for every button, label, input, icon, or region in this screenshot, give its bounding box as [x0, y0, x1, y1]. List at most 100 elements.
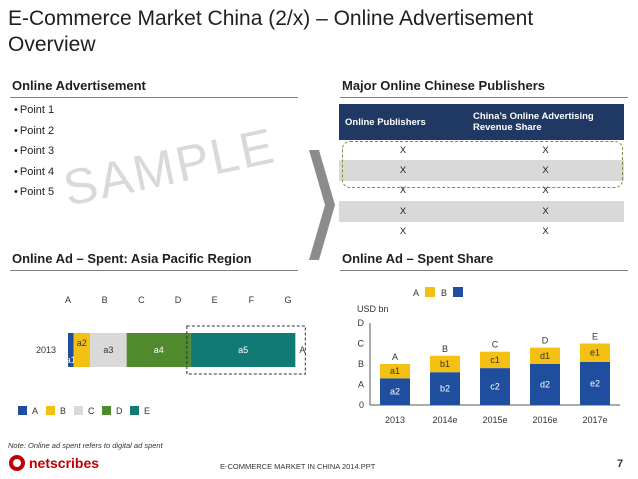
y-tick-label: B	[358, 359, 364, 369]
x-tick-label: 2017e	[582, 415, 607, 425]
x-tick-label: D	[175, 295, 182, 305]
bullet-item: Point 2	[14, 125, 54, 146]
end-label: A	[299, 345, 305, 355]
data-label: a3	[103, 345, 113, 355]
legend-swatch	[130, 406, 139, 415]
divider	[340, 270, 628, 271]
table-cell: X	[467, 140, 624, 161]
table-cell: X	[339, 160, 467, 181]
stacked-bar	[430, 372, 460, 405]
highlight-box	[342, 141, 623, 188]
data-label: a2	[390, 387, 400, 397]
x-tick-label: C	[138, 295, 145, 305]
footer-text: E-COMMERCE MARKET IN CHINA 2014.PPT	[220, 462, 376, 471]
legend-label: C	[88, 406, 95, 416]
data-label: d1	[540, 351, 550, 361]
table-cell: X	[467, 221, 624, 242]
data-label: b1	[440, 359, 450, 369]
bar-segment	[190, 333, 296, 367]
column-header: China’s Online Advertising Revenue Share	[467, 104, 624, 140]
stacked-bar	[380, 378, 410, 405]
bullet-item: Point 5	[14, 186, 54, 207]
total-label: E	[592, 332, 598, 342]
data-label: a4	[154, 345, 164, 355]
legend-label: B	[60, 406, 66, 416]
divider	[10, 270, 298, 271]
data-label: a5	[238, 345, 248, 355]
bullet-list: Point 1 Point 2 Point 3 Point 4 Point 5	[14, 104, 54, 207]
data-label: e1	[590, 348, 600, 358]
divider	[10, 97, 298, 98]
x-tick-label: A	[65, 295, 71, 305]
column-header: Online Publishers	[339, 104, 467, 140]
table-cell: X	[339, 221, 467, 242]
x-tick-label: G	[284, 295, 291, 305]
data-label: a2	[77, 338, 87, 348]
y-tick-label: C	[358, 339, 365, 349]
data-label: d2	[540, 380, 550, 390]
page-number: 7	[617, 458, 624, 470]
x-tick-label: 2013	[385, 415, 405, 425]
table-cell: X	[467, 160, 624, 181]
logo-icon	[9, 455, 25, 471]
stacked-bar	[530, 364, 560, 405]
logo-text: netscribes	[29, 455, 100, 471]
x-tick-label: 2015e	[482, 415, 507, 425]
section-heading-publishers: Major Online Chinese Publishers	[342, 78, 545, 93]
publishers-table: Online Publishers China’s Online Adverti…	[339, 104, 624, 242]
legend-swatch	[425, 287, 435, 297]
chevron-arrow-icon	[309, 150, 335, 260]
sample-watermark: SAMPLE	[58, 117, 281, 217]
y-tick-label: D	[358, 318, 365, 328]
table-cell: X	[467, 180, 624, 202]
netscribes-logo: netscribes	[8, 454, 99, 472]
stacked-bar	[530, 347, 560, 364]
table-cell: X	[467, 201, 624, 222]
bar-segment	[90, 333, 127, 367]
bar-segment	[68, 333, 74, 367]
table-cell: X	[339, 140, 467, 161]
section-heading-spent-region: Online Ad – Spent: Asia Pacific Region	[12, 251, 252, 266]
page-title: E-Commerce Market China (2/x) – Online A…	[8, 7, 534, 56]
highlight-box	[186, 325, 306, 375]
section-heading-spent-share: Online Ad – Spent Share	[342, 251, 494, 266]
y-tick-label: A	[358, 380, 364, 390]
y-axis-label: USD bn	[357, 304, 389, 314]
legend-label: E	[144, 406, 150, 416]
legend-swatch	[18, 406, 27, 415]
section-heading-online-ad: Online Advertisement	[12, 78, 146, 93]
x-tick-label: E	[212, 295, 218, 305]
stacked-bar	[580, 343, 610, 362]
legend-swatch	[453, 287, 463, 297]
legend-swatch	[74, 406, 83, 415]
bar-segment	[73, 333, 90, 367]
stacked-bar	[480, 368, 510, 405]
legend-swatch	[46, 406, 55, 415]
total-label: A	[392, 352, 398, 362]
total-label: D	[542, 336, 549, 346]
total-label: B	[442, 344, 448, 354]
total-label: C	[492, 340, 499, 350]
stacked-bar	[480, 351, 510, 369]
data-label: c1	[490, 355, 500, 365]
legend-label: A	[32, 406, 38, 416]
x-tick-label: F	[249, 295, 255, 305]
bullet-item: Point 3	[14, 145, 54, 166]
x-tick-label: B	[102, 295, 108, 305]
x-tick-label: 2016e	[532, 415, 557, 425]
y-tick-label: 0	[359, 400, 364, 410]
x-tick-label: 2014e	[432, 415, 457, 425]
data-label: a1	[390, 366, 400, 376]
stacked-bar	[430, 355, 460, 373]
footnote: Note: Online ad spent refers to digital …	[8, 441, 163, 450]
data-label: e2	[590, 378, 600, 388]
stacked-bar	[380, 364, 410, 379]
data-label: a1	[66, 355, 76, 365]
legend-label: B	[441, 288, 447, 298]
bullet-item: Point 4	[14, 166, 54, 187]
divider	[340, 97, 628, 98]
